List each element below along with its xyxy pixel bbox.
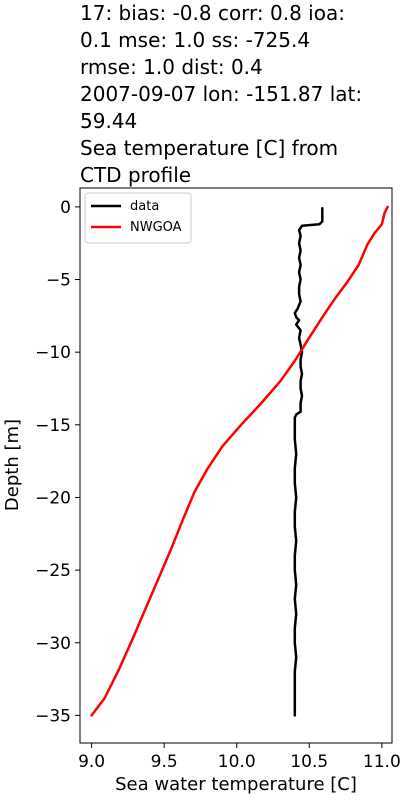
- title-line-1: 17: bias: -0.8 corr: 0.8 ioa:: [80, 1, 345, 25]
- x-tick-label: 11.0: [363, 752, 400, 772]
- title-line-2: 0.1 mse: 1.0 ss: -725.4: [80, 28, 311, 52]
- x-tick-label: 10.5: [290, 752, 328, 772]
- legend-label-nwgoa: NWGOA: [130, 220, 182, 235]
- y-tick-label: −10: [35, 343, 71, 363]
- series-layer: [90, 205, 389, 717]
- x-tick-label: 10.0: [218, 752, 256, 772]
- x-ticks: 9.0 9.5 10.0 10.5 11.0: [78, 743, 400, 772]
- y-ticks: 0 −5 −10 −15 −20 −25 −30 −35: [35, 198, 80, 726]
- legend: data NWGOA: [84, 192, 192, 244]
- chart-title: 17: bias: -0.8 corr: 0.8 ioa: 0.1 mse: 1…: [80, 0, 398, 189]
- legend-label-data: data: [130, 199, 159, 214]
- y-tick-label: −35: [35, 706, 71, 726]
- title-line-5: 59.44: [80, 109, 138, 133]
- y-tick-label: −20: [35, 488, 71, 508]
- title-line-7: CTD profile: [80, 163, 192, 187]
- y-tick-label: −15: [35, 416, 71, 436]
- x-axis-label: Sea water temperature [C]: [115, 774, 357, 795]
- y-axis-label: Depth [m]: [2, 419, 23, 511]
- title-line-4: 2007-09-07 lon: -151.87 lat:: [80, 82, 363, 106]
- x-tick-label: 9.5: [151, 752, 178, 772]
- y-tick-label: −25: [35, 561, 71, 581]
- title-line-6: Sea temperature [C] from: [80, 136, 339, 160]
- y-tick-label: 0: [60, 198, 71, 218]
- plot-frame: [79, 187, 393, 744]
- series-line-data: [293, 207, 324, 717]
- series-line-nwgoa: [90, 205, 389, 717]
- y-tick-label: −5: [46, 271, 71, 291]
- x-tick-label: 9.0: [78, 752, 105, 772]
- y-tick-label: −30: [35, 634, 71, 654]
- title-line-3: rmse: 1.0 dist: 0.4: [80, 55, 263, 79]
